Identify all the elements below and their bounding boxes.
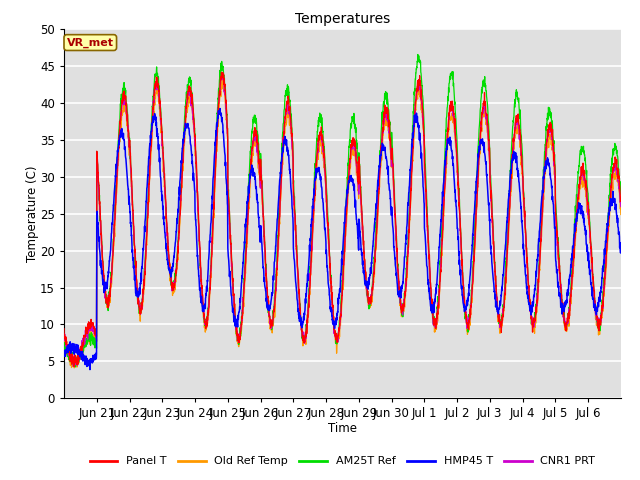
- Legend: Panel T, Old Ref Temp, AM25T Ref, HMP45 T, CNR1 PRT: Panel T, Old Ref Temp, AM25T Ref, HMP45 …: [85, 452, 600, 471]
- Y-axis label: Temperature (C): Temperature (C): [26, 165, 38, 262]
- Text: VR_met: VR_met: [67, 37, 114, 48]
- X-axis label: Time: Time: [328, 422, 357, 435]
- Title: Temperatures: Temperatures: [295, 12, 390, 26]
